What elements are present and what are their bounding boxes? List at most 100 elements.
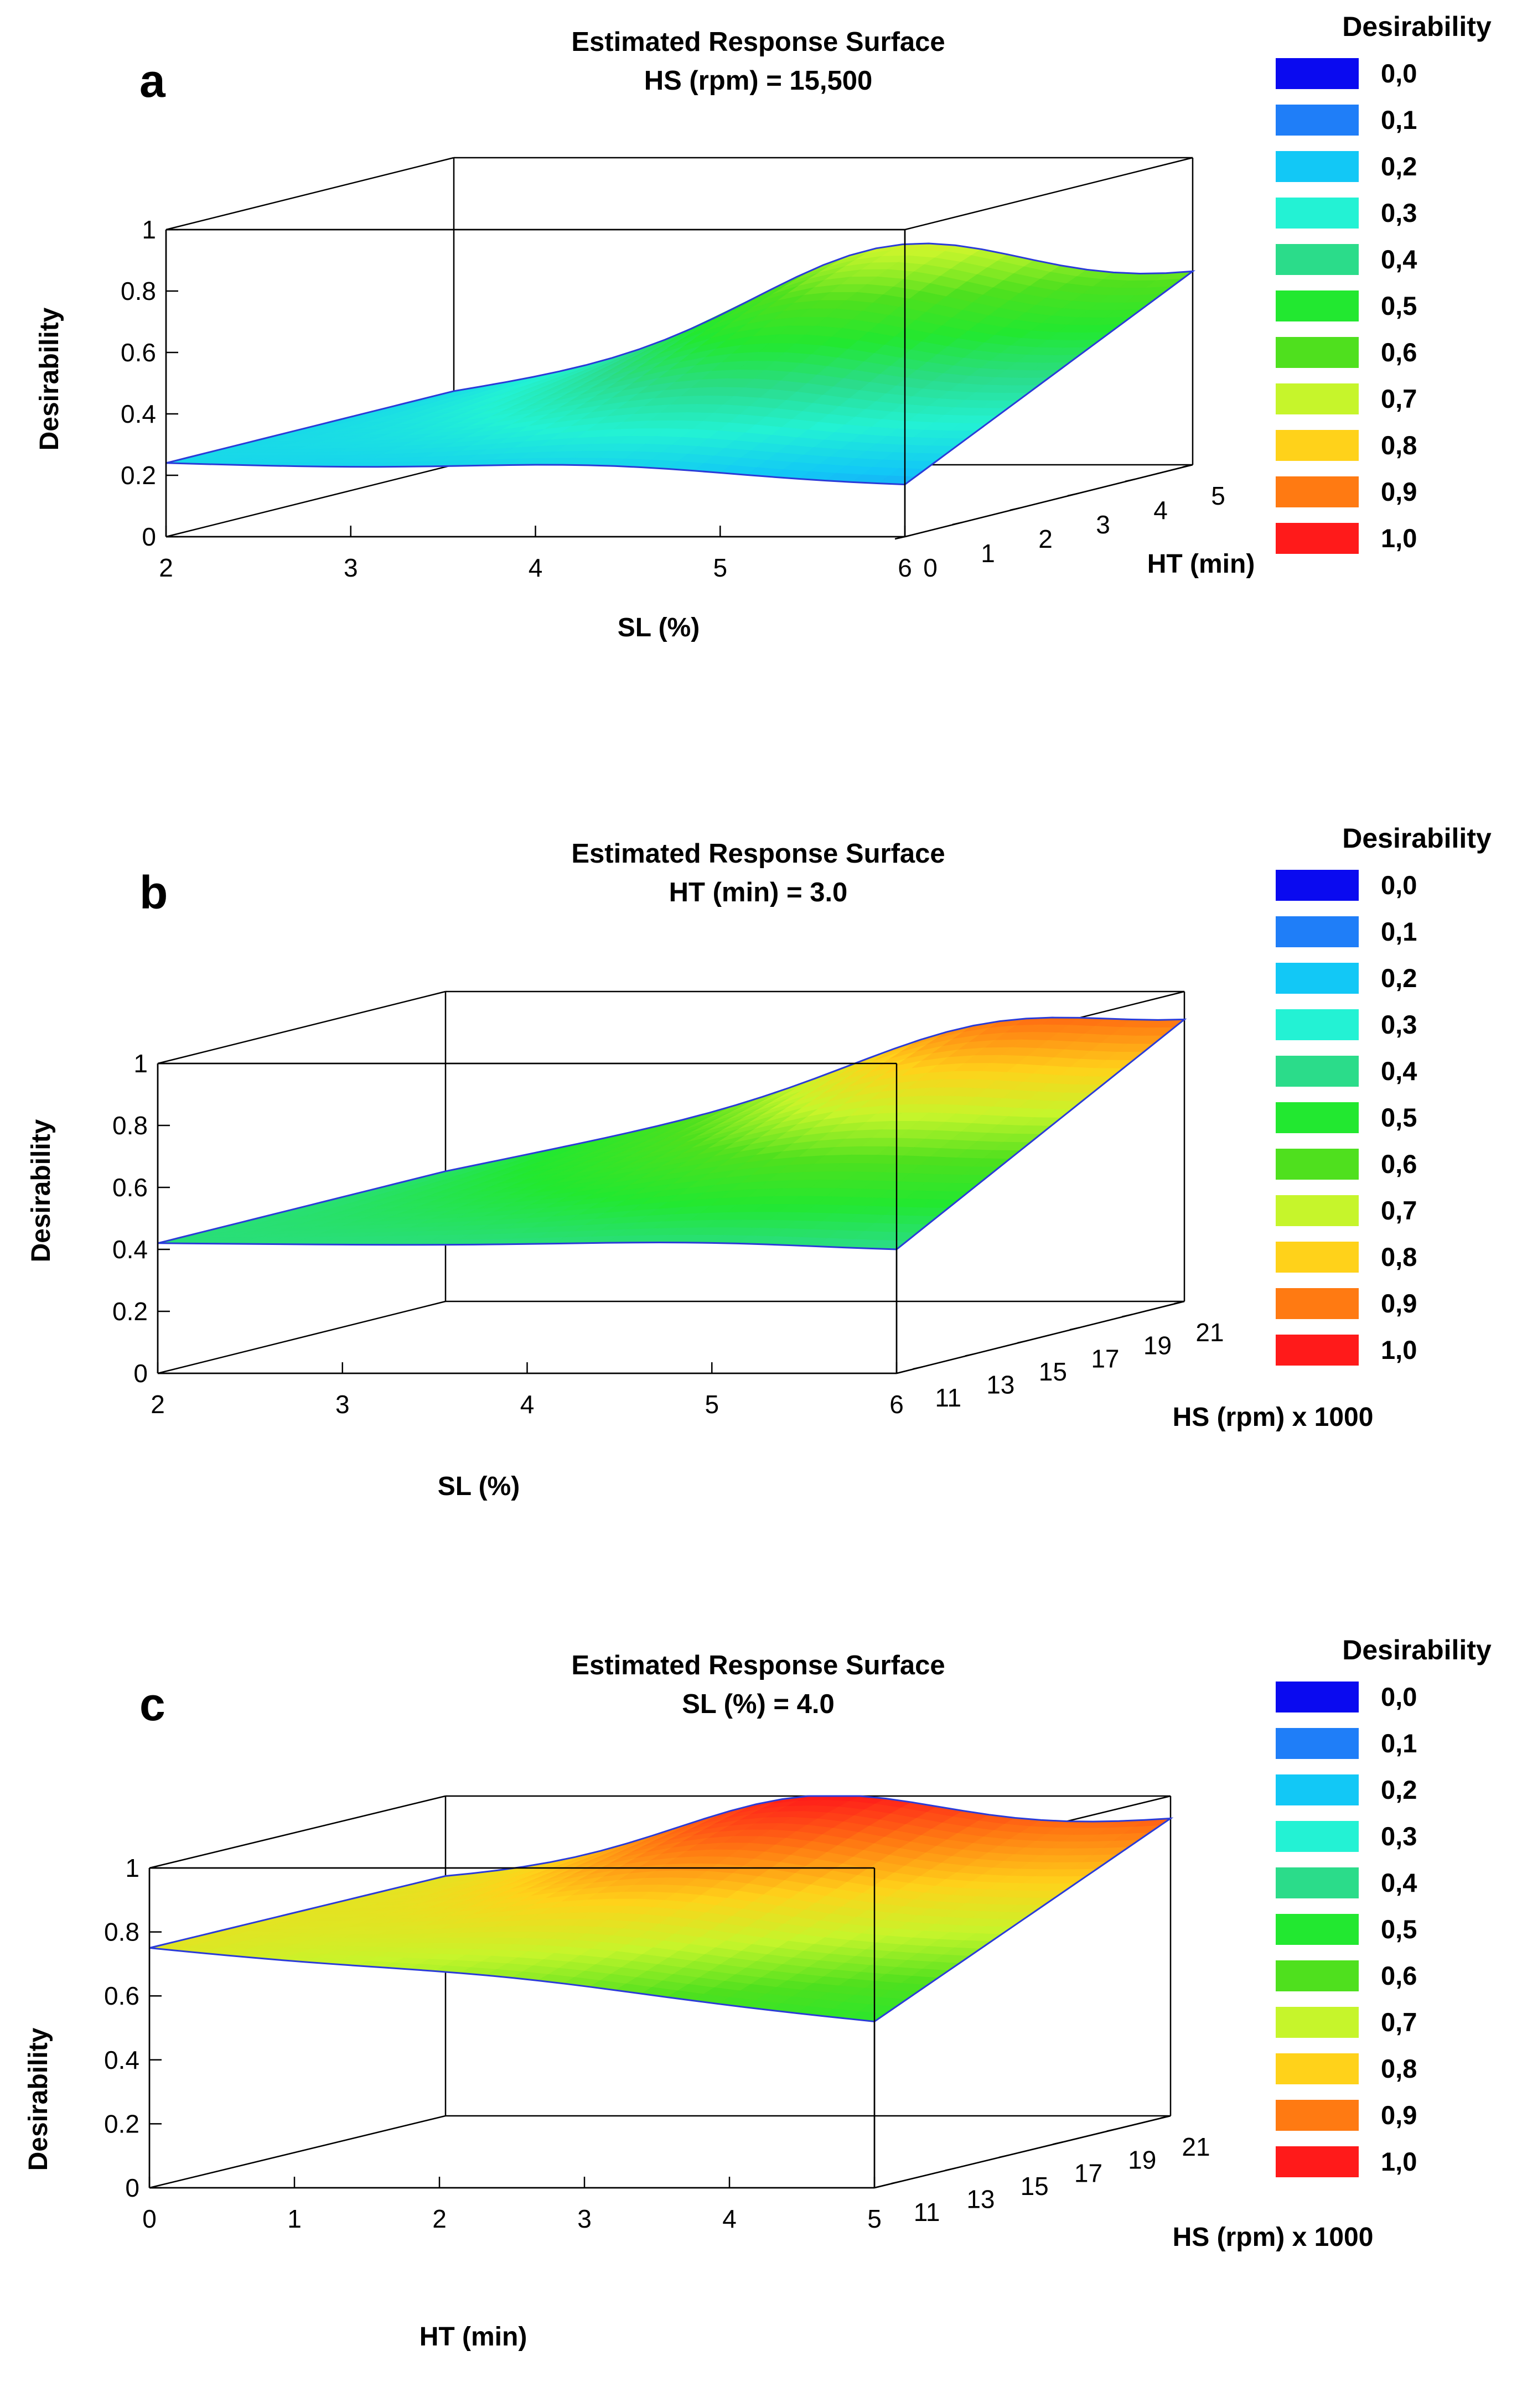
legend-label: 0,7 (1381, 1196, 1417, 1225)
y-tick (1067, 492, 1078, 497)
x-axis-label: SL (%) (438, 1472, 520, 1501)
legend: 0,0 0,1 0,2 0,3 0,4 0,5 0,6 0,7 0,8 0,9 1,0 (1276, 870, 1417, 1366)
x-tick-label: 3 (335, 1390, 350, 1419)
y-tick (1009, 507, 1021, 511)
legend-swatch (1276, 105, 1359, 136)
y-tick (1174, 1300, 1185, 1305)
x-tick-label: 4 (529, 553, 543, 582)
y-tick-label: 13 (986, 1371, 1014, 1399)
chart-subtitle: HT (min) = 3.0 (669, 878, 848, 907)
legend-swatch (1276, 1335, 1359, 1366)
z-tick-label: 0 (133, 1359, 148, 1388)
y-tick (1069, 1327, 1080, 1331)
legend-title: Desirability (1342, 1634, 1492, 1665)
x-tick-label: 3 (577, 2204, 592, 2233)
chart-title: Estimated Response Surface (571, 839, 945, 869)
legend-label: 0,1 (1381, 917, 1417, 946)
y-tick (1017, 1340, 1028, 1344)
z-tick-label: 0.4 (121, 399, 156, 428)
legend-swatch (1276, 1102, 1359, 1133)
y-tick-label: 11 (935, 1383, 961, 1412)
legend-label: 1,0 (1381, 1335, 1417, 1364)
panel-b: Estimated Response Surface HT (min) = 3.… (0, 812, 1517, 1596)
surface-outline (149, 1795, 1174, 2022)
legend-swatch (1276, 2146, 1359, 2177)
legend-label: 0,5 (1381, 1914, 1417, 1944)
legend-swatch (1276, 198, 1359, 229)
y-tick-label: 21 (1182, 2132, 1210, 2161)
legend-label: 0,0 (1381, 1682, 1417, 1711)
surface-outline (157, 1016, 1187, 1250)
legend-label: 0,6 (1381, 1961, 1417, 1990)
legend-swatch (1276, 430, 1359, 461)
y-tick-label: 17 (1074, 2158, 1102, 2187)
z-axis-label: Desirability (35, 307, 64, 450)
legend-label: 1,0 (1381, 2147, 1417, 2176)
y-tick (965, 1353, 976, 1357)
box-edge (904, 157, 1193, 231)
z-tick-label: 0.4 (104, 2046, 139, 2074)
legend-swatch (1276, 1242, 1359, 1273)
legend-swatch (1276, 523, 1359, 554)
box-edge (165, 157, 454, 231)
legend-label: 0,7 (1381, 384, 1417, 413)
legend-label: 0,8 (1381, 430, 1417, 460)
legend-title: Desirability (1342, 11, 1492, 42)
legend-swatch (1276, 1867, 1359, 1898)
y-tick-label: 5 (1211, 481, 1225, 510)
response-surface (157, 1017, 1185, 1250)
legend-swatch (1276, 1821, 1359, 1852)
legend-swatch (1276, 1056, 1359, 1087)
box-edge (157, 990, 446, 1065)
x-tick-label: 6 (898, 553, 912, 582)
legend-swatch (1276, 1682, 1359, 1712)
legend-swatch (1276, 2053, 1359, 2084)
y-tick-label: 11 (914, 2198, 940, 2227)
z-tick-label: 0 (142, 522, 156, 551)
y-tick-label: 21 (1195, 1318, 1224, 1347)
z-axis-label: Desirability (24, 2027, 53, 2171)
panel-a: Estimated Response Surface HS (rpm) = 15… (0, 0, 1517, 785)
legend-swatch (1276, 1195, 1359, 1226)
legend-label: 0,1 (1381, 105, 1417, 134)
chart-subtitle: HS (rpm) = 15,500 (644, 66, 873, 96)
legend-label: 0,0 (1381, 870, 1417, 900)
legend-label: 0,1 (1381, 1729, 1417, 1758)
x-axis-label: SL (%) (618, 613, 700, 642)
legend-swatch (1276, 1009, 1359, 1040)
x-tick-label: 5 (713, 553, 727, 582)
z-tick-label: 0.2 (104, 2109, 139, 2138)
plot-area: 00.20.40.60.812 3 4 5 6 0 1 2 3 4 5 (121, 157, 1225, 582)
z-tick-label: 1 (142, 215, 156, 244)
legend-label: 0,7 (1381, 2007, 1417, 2037)
y-tick (891, 2180, 902, 2184)
legend-label: 0,4 (1381, 245, 1417, 274)
legend-label: 0,6 (1381, 338, 1417, 367)
y-tick-label: 15 (1039, 1357, 1067, 1386)
legend-swatch (1276, 1774, 1359, 1805)
y-tick (1122, 1314, 1132, 1317)
legend-swatch (1276, 151, 1359, 182)
legend-label: 0,8 (1381, 1242, 1417, 1272)
x-tick-label: 5 (867, 2204, 882, 2233)
y-axis-label: HT (min) (1147, 549, 1255, 579)
box-edge (165, 464, 454, 538)
y-tick (945, 2167, 956, 2171)
y-tick-label: 17 (1091, 1344, 1119, 1373)
y-tick-label: 13 (966, 2185, 995, 2214)
x-axis-label: HT (min) (420, 2322, 527, 2352)
legend-swatch (1276, 290, 1359, 321)
legend: 0,0 0,1 0,2 0,3 0,4 0,5 0,6 0,7 0,8 0,9 1,0 (1276, 1682, 1417, 2177)
x-tick-label: 2 (432, 2204, 447, 2233)
legend-label: 0,3 (1381, 1821, 1417, 1851)
box-front-edge (874, 2115, 1171, 2189)
z-tick-label: 1 (125, 1854, 139, 1882)
legend-swatch (1276, 1288, 1359, 1319)
z-tick-label: 0.6 (112, 1173, 148, 1202)
legend-swatch (1276, 1728, 1359, 1759)
x-tick-label: 4 (722, 2204, 737, 2233)
z-tick-label: 0.6 (121, 338, 156, 367)
y-tick-label: 19 (1143, 1331, 1172, 1360)
z-tick-label: 1 (133, 1049, 148, 1078)
x-tick-label: 5 (705, 1390, 719, 1419)
